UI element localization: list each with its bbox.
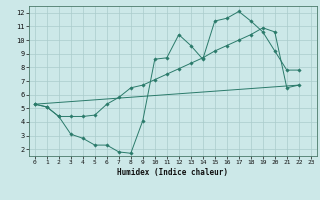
- X-axis label: Humidex (Indice chaleur): Humidex (Indice chaleur): [117, 168, 228, 177]
